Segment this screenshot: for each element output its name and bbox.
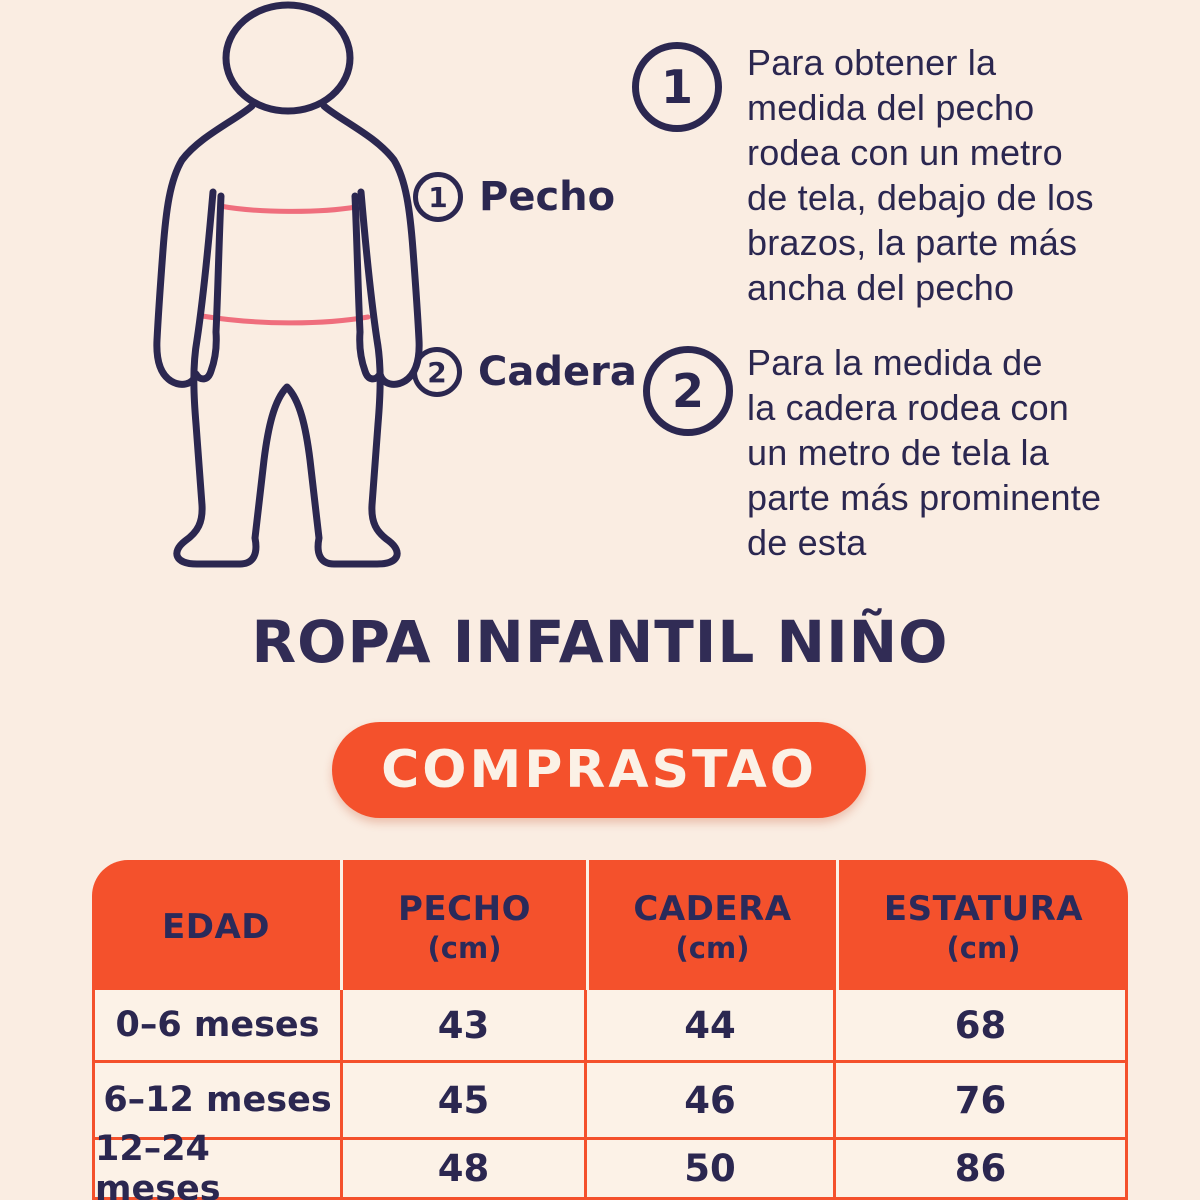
step-1-text: Para obtener la medida del pecho rodea c…	[747, 40, 1187, 310]
step-2-line: un metro de tela la	[747, 432, 1049, 473]
cadera-label-text: Cadera	[478, 349, 637, 395]
cell-pecho: 48	[340, 1140, 584, 1197]
cell-pecho: 43	[340, 990, 584, 1060]
step-2-line: parte más prominente	[747, 477, 1102, 518]
cell-estatura: 76	[833, 1063, 1125, 1137]
header-label: PECHO	[398, 889, 531, 929]
comprastao-button[interactable]: COMPRASTAO	[332, 722, 866, 818]
page-title: ROPA INFANTIL NIÑO	[251, 608, 949, 676]
cell-edad: 12–24 meses	[95, 1128, 221, 1200]
header-unit: (cm)	[675, 931, 750, 965]
pecho-number-badge: 1	[413, 172, 463, 222]
label-cadera: 2 Cadera	[412, 347, 637, 397]
cadera-number-badge: 2	[412, 347, 462, 397]
table-row: 0–6 meses 43 44 68	[95, 990, 1125, 1063]
cell-cadera: 44	[584, 990, 833, 1060]
step-1-line: Para obtener la	[747, 42, 997, 83]
header-label: EDAD	[162, 907, 270, 947]
step-1-line: de tela, debajo de los	[747, 177, 1094, 218]
child-figure-diagram	[140, 0, 440, 575]
header-unit: (cm)	[427, 931, 502, 965]
label-pecho: 1 Pecho	[413, 172, 615, 222]
step-2-badge: 2	[643, 346, 733, 436]
step-1-line: ancha del pecho	[747, 267, 1015, 308]
cell-cadera: 50	[584, 1140, 833, 1197]
cell-estatura: 68	[833, 990, 1125, 1060]
cell-cadera: 46	[584, 1063, 833, 1137]
header-label: ESTATURA	[883, 889, 1084, 929]
left-arm-outline	[153, 102, 256, 388]
cell-pecho: 45	[340, 1063, 584, 1137]
header-cell-edad: EDAD	[92, 860, 340, 990]
step-1-line: rodea con un metro	[747, 132, 1063, 173]
step-1-badge: 1	[632, 42, 722, 132]
size-table-body: 0–6 meses 43 44 68 6–12 meses 45 46 76 1…	[92, 990, 1128, 1200]
header-unit: (cm)	[946, 931, 1021, 965]
size-table-header: EDAD PECHO (cm) CADERA (cm) ESTATURA (cm…	[92, 860, 1128, 990]
step-2-line: la cadera rodea con	[747, 387, 1070, 428]
header-cell-pecho: PECHO (cm)	[340, 860, 586, 990]
step-1-line: medida del pecho	[747, 87, 1035, 128]
cell-estatura: 86	[833, 1140, 1125, 1197]
step-2-line: Para la medida de	[747, 342, 1043, 383]
cell-edad: 6–12 meses	[103, 1080, 332, 1120]
head-outline	[222, 1, 354, 115]
header-cell-estatura: ESTATURA (cm)	[836, 860, 1128, 990]
header-cell-cadera: CADERA (cm)	[586, 860, 836, 990]
torso-legs-outline	[173, 188, 401, 568]
header-label: CADERA	[633, 889, 792, 929]
chest-measure-line	[217, 203, 359, 214]
child-figure-svg	[153, 1, 423, 568]
step-2-line: de esta	[747, 522, 867, 563]
cell-edad: 0–6 meses	[115, 1005, 320, 1045]
hip-measure-line	[199, 313, 371, 326]
right-arm-outline	[320, 102, 423, 388]
step-2-text: Para la medida de la cadera rodea con un…	[747, 340, 1187, 565]
size-table: EDAD PECHO (cm) CADERA (cm) ESTATURA (cm…	[92, 860, 1128, 1200]
table-row: 6–12 meses 45 46 76	[95, 1063, 1125, 1140]
table-row: 12–24 meses 48 50 86	[95, 1128, 1125, 1200]
step-1-line: brazos, la parte más	[747, 222, 1078, 263]
pecho-label-text: Pecho	[479, 174, 616, 220]
